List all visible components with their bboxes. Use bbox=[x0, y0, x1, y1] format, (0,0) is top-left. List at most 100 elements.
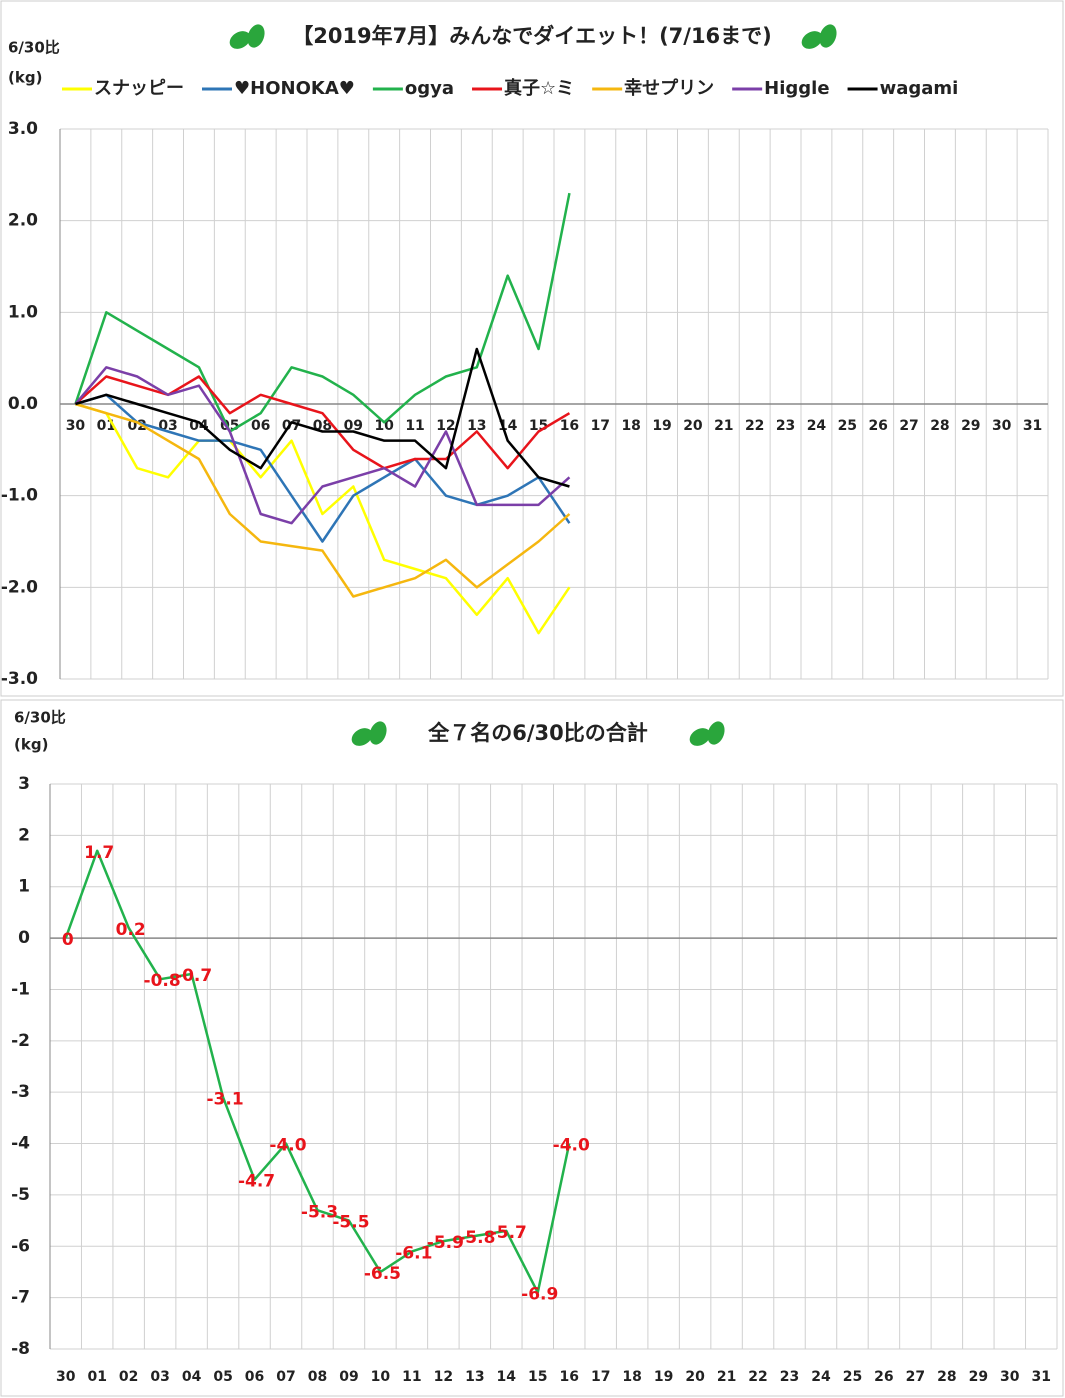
y-tick-label: -2.0 bbox=[1, 577, 38, 597]
x-tick-label: 03 bbox=[150, 1369, 169, 1385]
x-tick-label: 25 bbox=[843, 1369, 862, 1385]
line-series bbox=[74, 366, 571, 525]
x-tick-label: 19 bbox=[652, 418, 671, 434]
x-tick-label: 13 bbox=[465, 1369, 484, 1385]
x-tick-label: 22 bbox=[745, 418, 764, 434]
x-tick-label: 10 bbox=[374, 418, 394, 434]
x-tick-label: 26 bbox=[874, 1369, 893, 1385]
legend-label: ♥HONOKA♥ bbox=[234, 78, 355, 99]
x-tick-label: 22 bbox=[748, 1369, 767, 1385]
x-tick-label: 20 bbox=[683, 418, 703, 434]
x-tick-label: 23 bbox=[780, 1369, 799, 1385]
x-tick-label: 23 bbox=[776, 418, 795, 434]
x-tick-label: 27 bbox=[906, 1369, 925, 1385]
y-tick-label: 3 bbox=[18, 774, 30, 794]
data-label: -5.8 bbox=[458, 1228, 495, 1248]
x-tick-label: 24 bbox=[807, 418, 827, 434]
x-tick-label: 15 bbox=[528, 1369, 547, 1385]
x-tick-label: 29 bbox=[969, 1369, 988, 1385]
x-tick-label: 27 bbox=[899, 418, 918, 434]
x-tick-label: 30 bbox=[992, 418, 1012, 434]
data-label: 1.7 bbox=[84, 843, 114, 863]
data-label: -6.1 bbox=[395, 1243, 432, 1263]
x-tick-label: 17 bbox=[591, 1369, 610, 1385]
data-label: -0.8 bbox=[144, 971, 181, 991]
y-tick-label: -3 bbox=[11, 1082, 30, 1102]
x-tick-label: 01 bbox=[87, 1369, 106, 1385]
line-series bbox=[74, 375, 571, 470]
y-axis-label: 6/30比 bbox=[8, 39, 60, 57]
x-tick-label: 09 bbox=[344, 418, 363, 434]
y-tick-label: -1 bbox=[11, 979, 30, 999]
x-tick-label: 02 bbox=[119, 1369, 138, 1385]
line-series bbox=[75, 393, 571, 543]
y-axis-label: (kg) bbox=[14, 736, 48, 754]
y-tick-label: -1.0 bbox=[1, 486, 38, 506]
x-tick-label: 31 bbox=[1032, 1369, 1051, 1385]
data-label: -4.0 bbox=[553, 1136, 590, 1156]
x-tick-label: 21 bbox=[717, 1369, 736, 1385]
chart-frame bbox=[0, 0, 1064, 697]
y-tick-label: 0 bbox=[18, 928, 30, 948]
y-tick-label: 2.0 bbox=[8, 211, 38, 231]
data-label: 0.2 bbox=[116, 920, 146, 940]
legend-label: ogya bbox=[405, 78, 454, 99]
y-tick-label: 1.0 bbox=[8, 302, 38, 322]
y-axis-label: (kg) bbox=[8, 69, 42, 87]
data-label: -6.5 bbox=[364, 1264, 401, 1284]
x-tick-label: 21 bbox=[714, 418, 733, 434]
y-tick-label: -8 bbox=[11, 1339, 30, 1359]
x-tick-label: 16 bbox=[560, 418, 579, 434]
line-series bbox=[75, 347, 570, 488]
y-tick-label: -7 bbox=[11, 1288, 30, 1308]
chart-title: 【2019年7月】みんなでダイエット！(7/16まで) bbox=[292, 24, 772, 48]
data-label: 0 bbox=[62, 930, 74, 950]
x-tick-label: 30 bbox=[1000, 1369, 1020, 1385]
x-tick-label: 11 bbox=[402, 1369, 421, 1385]
y-tick-label: 1 bbox=[18, 877, 30, 897]
x-tick-label: 18 bbox=[621, 418, 640, 434]
line-series bbox=[75, 402, 571, 635]
data-label: -5.9 bbox=[427, 1233, 464, 1253]
chart-title: 全７名の6/30比の合計 bbox=[427, 721, 648, 745]
data-label: -4.0 bbox=[269, 1136, 306, 1156]
x-tick-label: 05 bbox=[213, 1369, 232, 1385]
legend-label: 真子☆ミ bbox=[504, 77, 574, 99]
line-series bbox=[75, 402, 571, 598]
data-label: -4.7 bbox=[238, 1172, 275, 1192]
x-tick-label: 17 bbox=[591, 418, 610, 434]
data-label: -3.1 bbox=[206, 1089, 243, 1109]
y-tick-label: 2 bbox=[18, 825, 30, 845]
x-tick-label: 19 bbox=[654, 1369, 673, 1385]
legend-label: 幸せプリン bbox=[624, 77, 714, 99]
x-tick-label: 13 bbox=[467, 418, 486, 434]
title-icon bbox=[229, 24, 837, 746]
y-tick-label: 3.0 bbox=[8, 119, 38, 139]
legend-label: wagami bbox=[880, 78, 959, 99]
x-tick-label: 24 bbox=[811, 1369, 831, 1385]
x-tick-label: 28 bbox=[930, 418, 949, 434]
line-series bbox=[74, 192, 571, 433]
legend-label: Higgle bbox=[764, 78, 829, 99]
data-label: -5.3 bbox=[301, 1202, 338, 1222]
x-tick-label: 16 bbox=[559, 1369, 578, 1385]
x-tick-label: 06 bbox=[251, 418, 270, 434]
x-tick-label: 11 bbox=[405, 418, 424, 434]
data-label: -5.7 bbox=[490, 1223, 527, 1243]
x-tick-label: 09 bbox=[339, 1369, 358, 1385]
x-tick-label: 18 bbox=[622, 1369, 641, 1385]
x-tick-label: 06 bbox=[245, 1369, 264, 1385]
x-tick-label: 30 bbox=[66, 418, 86, 434]
x-tick-label: 08 bbox=[308, 1369, 327, 1385]
x-tick-label: 29 bbox=[961, 418, 980, 434]
y-tick-label: 0.0 bbox=[8, 394, 38, 414]
data-label: -5.5 bbox=[332, 1213, 369, 1233]
data-label: -6.9 bbox=[521, 1285, 558, 1305]
data-label: -0.7 bbox=[175, 966, 212, 986]
y-tick-label: -4 bbox=[11, 1134, 30, 1154]
x-tick-label: 12 bbox=[436, 418, 455, 434]
legend-label: スナッピー bbox=[94, 78, 184, 99]
x-tick-label: 20 bbox=[685, 1369, 705, 1385]
